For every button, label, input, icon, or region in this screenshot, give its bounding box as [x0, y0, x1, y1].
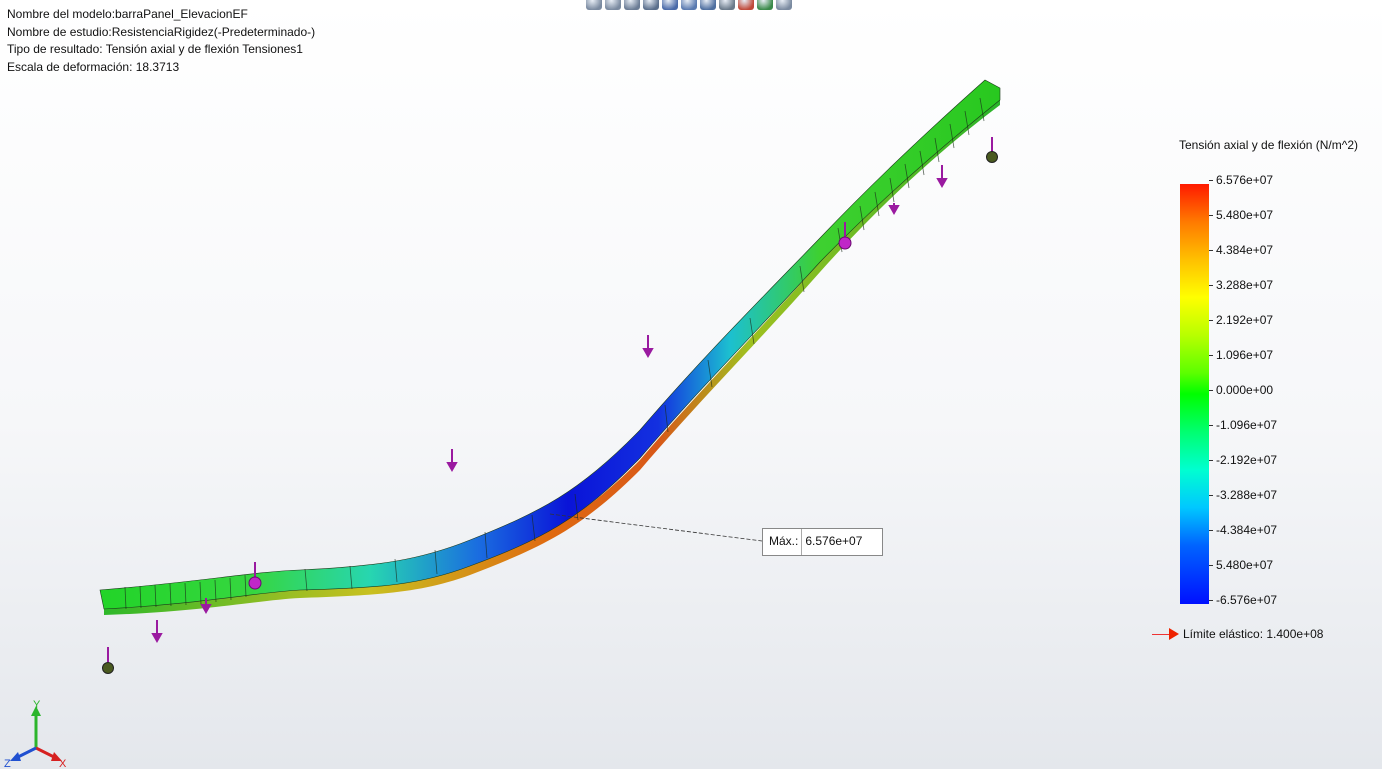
- connector-sphere-icon: [248, 576, 262, 590]
- zoom-area-icon[interactable]: [605, 0, 621, 10]
- max-value: 6.576e+07: [805, 534, 863, 548]
- legend-tick-label: 0.000e+00: [1208, 383, 1274, 397]
- reference-triad: Y X Z: [4, 700, 67, 769]
- legend-tick-label: 5.480e+07: [1208, 558, 1274, 572]
- legend-tick-label: 4.384e+07: [1208, 243, 1274, 257]
- view-settings-icon[interactable]: [776, 0, 792, 10]
- legend-colorbar[interactable]: [1180, 184, 1209, 604]
- fixture-sphere-icon: [102, 662, 114, 674]
- probe-leader: [549, 513, 763, 542]
- view-orientation-icon[interactable]: [681, 0, 697, 10]
- legend-tick-label: 3.288e+07: [1208, 278, 1274, 292]
- legend-tick-label: -4.384e+07: [1208, 523, 1278, 537]
- load-arrow-icon: [888, 203, 900, 216]
- heads-up-view-toolbar: [586, 0, 792, 12]
- beam-body[interactable]: [99, 79, 1001, 610]
- legend-tick-label: 5.480e+07: [1208, 208, 1274, 222]
- legend-tick-label: 2.192e+07: [1208, 313, 1274, 327]
- view-tools-icon[interactable]: [662, 0, 678, 10]
- load-arrows[interactable]: [151, 165, 948, 644]
- study-info-panel: Nombre del modelo:barraPanel_ElevacionEF…: [7, 6, 315, 76]
- yield-line: [1152, 633, 1169, 635]
- max-label: Máx.:: [763, 529, 803, 555]
- previous-view-icon[interactable]: [624, 0, 640, 10]
- load-arrow-icon: [446, 449, 458, 473]
- legend-tick-label: -2.192e+07: [1208, 453, 1278, 467]
- load-arrow-icon: [642, 335, 654, 359]
- section-view-icon[interactable]: [643, 0, 659, 10]
- connector-sphere-icon: [838, 236, 852, 250]
- display-style-icon[interactable]: [700, 0, 716, 10]
- triad-y-label: Y: [33, 700, 41, 711]
- yield-strength-marker: Límite elástico: 1.400e+08: [1152, 627, 1323, 641]
- connectors[interactable]: [248, 222, 852, 590]
- fixture-sphere-icon: [986, 151, 998, 163]
- load-arrow-icon: [200, 598, 212, 615]
- deformation-scale: Escala de deformación: 18.3713: [7, 59, 180, 74]
- legend-tick-label: -3.288e+07: [1208, 488, 1278, 502]
- legend-tick-label: -1.096e+07: [1208, 418, 1278, 432]
- yield-label: Límite elástico: 1.400e+08: [1183, 627, 1324, 641]
- legend-tick-label: -6.576e+07: [1208, 593, 1278, 607]
- model-name: Nombre del modelo:barraPanel_ElevacionEF: [7, 7, 248, 21]
- load-arrow-icon: [936, 165, 948, 189]
- fixtures[interactable]: [102, 137, 998, 674]
- mesh-lines: [124, 97, 985, 610]
- legend-tick-label: 6.576e+07: [1208, 173, 1274, 187]
- study-name: Nombre de estudio:ResistenciaRigidez(-Pr…: [7, 24, 316, 39]
- triad-x-label: X: [59, 758, 67, 769]
- hide-show-icon[interactable]: [719, 0, 735, 10]
- edit-appearance-icon[interactable]: [738, 0, 754, 10]
- triad-z-label: Z: [4, 758, 11, 769]
- load-arrow-icon: [151, 620, 163, 644]
- apply-scene-icon[interactable]: [757, 0, 773, 10]
- max-probe-label[interactable]: Máx.: 6.576e+07: [762, 528, 884, 556]
- zoom-to-fit-icon[interactable]: [586, 0, 602, 10]
- legend-title: Tensión axial y de flexión (N/m^2): [1179, 138, 1359, 152]
- result-type: Tipo de resultado: Tensión axial y de fl…: [7, 42, 303, 56]
- yield-triangle-icon: [1169, 628, 1179, 640]
- legend-tick-label: 1.096e+07: [1208, 348, 1274, 362]
